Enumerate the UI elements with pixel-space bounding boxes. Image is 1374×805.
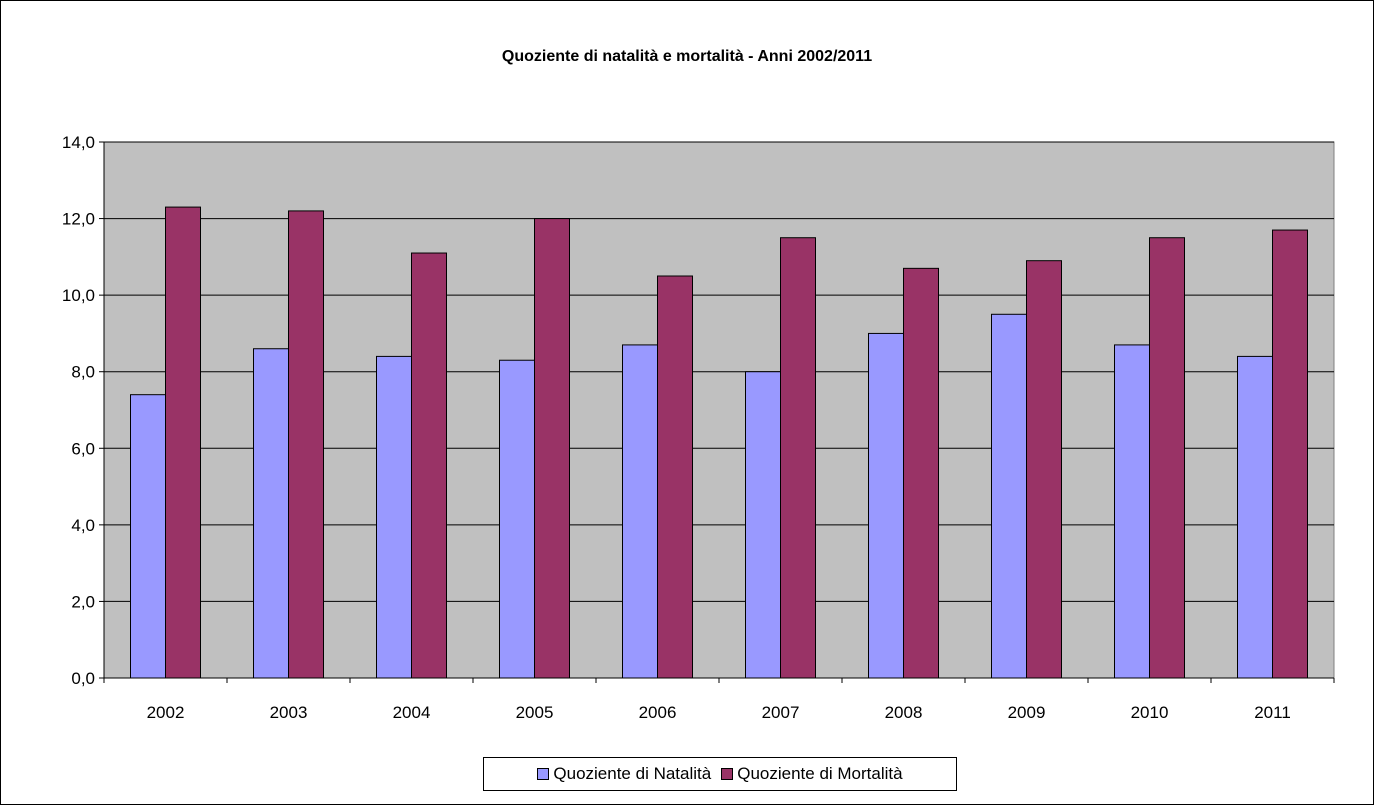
y-tick-label: 4,0 [71, 516, 95, 535]
bar-natalita-2004 [376, 355, 412, 679]
x-tick-label: 2011 [1254, 703, 1291, 722]
x-tick-label: 2009 [1008, 703, 1046, 722]
bars [130, 206, 1308, 679]
y-tick-label: 12,0 [62, 210, 95, 229]
bar-natalita-2008 [868, 332, 904, 679]
bar-mortalita-2006 [657, 275, 693, 679]
legend-label-natalita: Quoziente di Natalità [553, 764, 712, 783]
x-tick-label: 2004 [393, 703, 431, 722]
chart-title: Quoziente di natalità e mortalità - Anni… [501, 48, 873, 65]
legend: Quoziente di Natalità Quoziente di Morta… [483, 757, 957, 791]
bar-natalita-2007 [745, 371, 781, 679]
bar-mortalita-2004 [411, 252, 447, 679]
y-tick-label: 10,0 [62, 286, 95, 305]
x-tick-label: 2006 [639, 703, 677, 722]
bar-natalita-2003 [253, 348, 289, 679]
x-tick-label: 2008 [885, 703, 923, 722]
bar-natalita-2011 [1237, 355, 1273, 679]
y-tick-label: 14,0 [62, 133, 95, 152]
y-tick-label: 0,0 [71, 669, 95, 688]
bar-natalita-2002 [130, 394, 166, 679]
bar-mortalita-2002 [165, 206, 201, 679]
y-tick-label: 2,0 [71, 592, 95, 611]
tick-labels: 0,0 2,0 4,0 6,0 8,0 10,0 12,0 14,0 2002 2003 2004 2… [62, 133, 1291, 722]
bar-mortalita-2010 [1149, 237, 1185, 679]
y-tick-label: 8,0 [71, 363, 95, 382]
legend-label-mortalita: Quoziente di Mortalità [737, 764, 903, 783]
bar-natalita-2006 [622, 344, 658, 679]
x-tick-label: 2005 [516, 703, 554, 722]
legend-swatch-mortalita [721, 768, 734, 780]
legend-item-mortalita: Quoziente di Mortalità [721, 764, 903, 784]
legend-item-natalita: Quoziente di Natalità [537, 764, 711, 784]
bar-mortalita-2009 [1026, 260, 1062, 679]
x-tick-label: 2003 [270, 703, 308, 722]
legend-swatch-natalita [537, 768, 550, 780]
bar-mortalita-2005 [534, 218, 570, 679]
bar-mortalita-2007 [780, 237, 816, 679]
bar-natalita-2009 [991, 313, 1027, 679]
bar-natalita-2005 [499, 359, 535, 679]
bar-natalita-2010 [1114, 344, 1150, 679]
x-tick-label: 2002 [147, 703, 185, 722]
x-tick-label: 2007 [762, 703, 800, 722]
y-tick-label: 6,0 [71, 439, 95, 458]
bar-mortalita-2003 [288, 210, 324, 679]
bar-mortalita-2011 [1272, 229, 1308, 679]
bar-mortalita-2008 [903, 267, 939, 679]
x-tick-label: 2010 [1131, 703, 1169, 722]
axes [99, 141, 1335, 683]
